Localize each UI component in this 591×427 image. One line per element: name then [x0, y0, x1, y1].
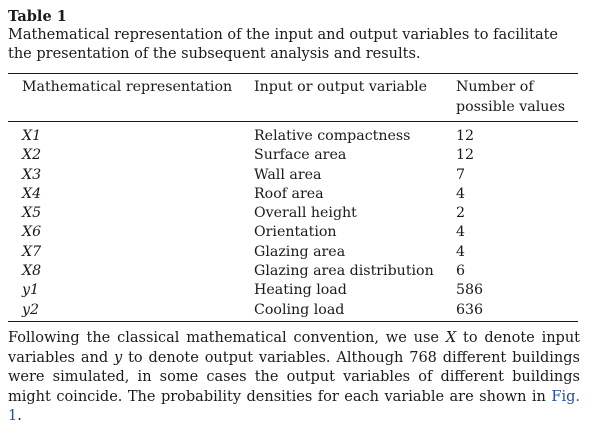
row-value-count: 636	[456, 301, 484, 318]
row-value-count: 12	[456, 147, 475, 164]
row-variable-name: Glazing area distribution	[254, 263, 434, 280]
row-symbol: X5	[22, 205, 42, 222]
row-symbol: X4	[22, 185, 42, 202]
row-variable-name: Surface area	[254, 147, 347, 164]
row-variable-name: Cooling load	[254, 301, 345, 318]
row-value-count: 7	[456, 166, 466, 183]
row-symbol: y2	[22, 301, 40, 318]
table-row: X5 Overall height 2	[0, 204, 591, 223]
table-row: X8 Glazing area distribution 6	[0, 262, 591, 281]
row-value-count: 4	[456, 243, 466, 260]
row-symbol: y1	[22, 282, 40, 299]
paragraph-text: Following the classical mathematical con…	[8, 330, 446, 346]
body-paragraph: Following the classical mathematical con…	[8, 329, 580, 427]
row-symbol: X6	[22, 224, 42, 241]
header-variable: Input or output variable	[254, 79, 428, 95]
row-value-count: 4	[456, 224, 466, 241]
table-row: X1 Relative compactness 12	[0, 127, 591, 146]
table-row: X6 Orientation 4	[0, 223, 591, 242]
variable-y: y	[114, 349, 123, 366]
paragraph-text: to denote output variables. Although 768…	[8, 349, 580, 405]
row-variable-name: Overall height	[254, 205, 357, 222]
row-variable-name: Glazing area	[254, 243, 346, 260]
row-variable-name: Roof area	[254, 185, 324, 202]
header-math-representation: Mathematical representation	[22, 79, 233, 95]
figure-link[interactable]: Fig. 1	[8, 388, 580, 425]
row-variable-name: Relative compactness	[254, 128, 411, 144]
row-value-count: 12	[456, 128, 475, 144]
row-value-count: 6	[456, 263, 466, 280]
table-body: X1 Relative compactness 12 X2 Surface area 12…	[0, 127, 591, 320]
row-symbol: X7	[22, 243, 42, 260]
row-variable-name: Wall area	[254, 166, 322, 183]
row-symbol: X8	[22, 263, 42, 280]
header-num-values: Number of possible values	[456, 79, 566, 115]
table-row: X4 Roof area 4	[0, 185, 591, 204]
table-row: X3 Wall area 7	[0, 166, 591, 185]
table-caption: Mathematical representation of the input…	[8, 27, 559, 62]
variable-x: X	[445, 330, 457, 346]
row-variable-name: Orientation	[254, 224, 337, 241]
table-row: y1 Heating load 586	[0, 281, 591, 300]
table-row: y2 Cooling load 636	[0, 301, 591, 320]
row-symbol: X2	[22, 147, 42, 164]
table-header-rule	[8, 121, 578, 122]
table-row: X2 Surface area 12	[0, 146, 591, 165]
row-symbol: X1	[22, 128, 42, 144]
row-value-count: 586	[456, 282, 484, 299]
row-value-count: 4	[456, 185, 466, 202]
table-label: Table 1	[8, 8, 67, 25]
row-variable-name: Heating load	[254, 282, 347, 299]
paragraph-text: .	[17, 408, 22, 424]
paper-page: Table 1 Mathematical representation of t…	[0, 8, 591, 424]
table-top-rule	[8, 73, 578, 74]
paragraph-text: to denote input variables and	[8, 330, 580, 366]
table-row: X7 Glazing area 4	[0, 243, 591, 262]
table-bottom-rule	[8, 321, 578, 322]
row-value-count: 2	[456, 205, 466, 222]
row-symbol: X3	[22, 166, 42, 183]
